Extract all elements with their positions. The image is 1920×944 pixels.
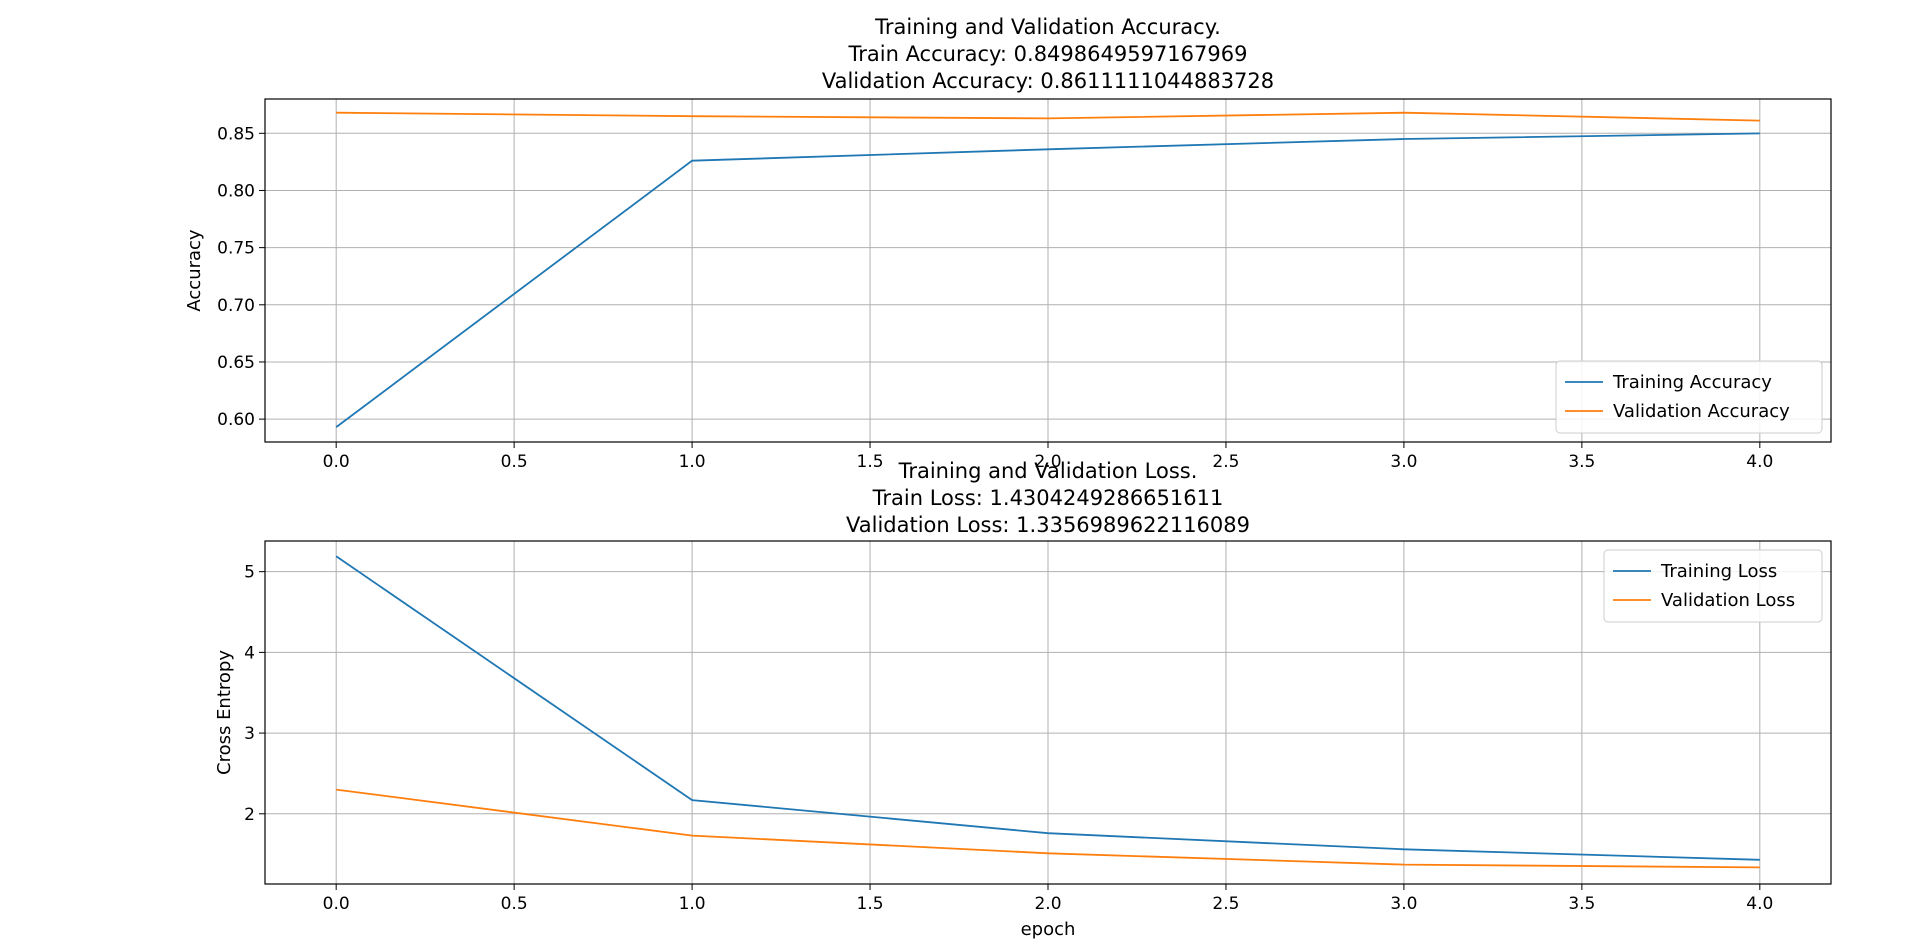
x-tick-label: 2.0 xyxy=(1034,894,1061,914)
chart-1: 0.0 0.5 1.0 1.5 2.0 2.5 3.0 3.5 4.0 0.60 0.65 0.70 0… xyxy=(184,15,1832,472)
y-tick-label: 0.60 xyxy=(217,410,255,430)
x-tick-label: 3.0 xyxy=(1390,452,1417,472)
legend-label: Training Accuracy xyxy=(1612,372,1772,393)
x-tick-label: 1.0 xyxy=(679,894,706,914)
legend-label: Training Loss xyxy=(1660,561,1777,582)
x-tick-label: 2.0 xyxy=(1034,452,1061,472)
legend: Training Accuracy Validation Accuracy xyxy=(1555,360,1823,434)
chart-2: 0.0 0.5 1.0 1.5 2.0 2.5 3.0 3.5 4.0 2 3 4 5 Training … xyxy=(214,459,1832,940)
x-tick-label: 0.0 xyxy=(323,894,350,914)
x-tick-label: 0.0 xyxy=(323,452,350,472)
series-line-2 xyxy=(336,788,1760,869)
chart-title-line: Train Accuracy: 0.8498649597167969 xyxy=(848,42,1248,66)
x-tick-label: 4.0 xyxy=(1746,452,1773,472)
x-tick-label: 2.5 xyxy=(1212,894,1239,914)
x-tick-label: 1.5 xyxy=(857,894,884,914)
x-tick-label: 4.0 xyxy=(1746,894,1773,914)
y-axis-label: Cross Entropy xyxy=(214,650,235,775)
x-tick-label: 2.5 xyxy=(1212,452,1239,472)
y-axis-label: Accuracy xyxy=(184,229,205,312)
x-tick-label: 1.0 xyxy=(679,452,706,472)
chart-title-line: Training and Validation Loss. xyxy=(898,459,1198,483)
y-tick-label: 3 xyxy=(244,724,255,744)
legend-box xyxy=(1555,360,1823,434)
y-tick-label: 0.75 xyxy=(217,239,255,259)
x-tick-label: 0.5 xyxy=(501,452,528,472)
chart-title-line: Validation Accuracy: 0.8611111044883728 xyxy=(822,69,1274,93)
y-tick-label: 4 xyxy=(244,643,255,663)
y-tick-label: 0.65 xyxy=(217,353,255,373)
series-line-2 xyxy=(336,111,1760,122)
legend-label: Validation Loss xyxy=(1661,590,1795,611)
x-tick-label: 3.5 xyxy=(1568,452,1595,472)
series-line-1 xyxy=(335,555,1760,861)
x-tick-label: 1.5 xyxy=(857,452,884,472)
y-tick-label: 0.80 xyxy=(217,181,255,201)
y-tick-label: 0.70 xyxy=(217,296,255,316)
chart-title-line: Training and Validation Accuracy. xyxy=(874,15,1221,39)
chart-title-line: Validation Loss: 1.3356989622116089 xyxy=(846,513,1250,537)
legend-box xyxy=(1603,549,1823,623)
y-tick-label: 5 xyxy=(244,563,255,583)
y-tick-label: 0.85 xyxy=(217,124,255,144)
chart-title-line: Train Loss: 1.4304249286651611 xyxy=(872,486,1224,510)
x-tick-label: 3.5 xyxy=(1568,894,1595,914)
series-line-1 xyxy=(335,132,1760,428)
legend: Training Loss Validation Loss xyxy=(1603,549,1823,623)
x-axis-label: epoch xyxy=(1021,919,1076,939)
legend-label: Validation Accuracy xyxy=(1613,401,1790,422)
x-tick-label: 0.5 xyxy=(501,894,528,914)
x-tick-label: 3.0 xyxy=(1390,894,1417,914)
y-tick-label: 2 xyxy=(244,805,255,825)
